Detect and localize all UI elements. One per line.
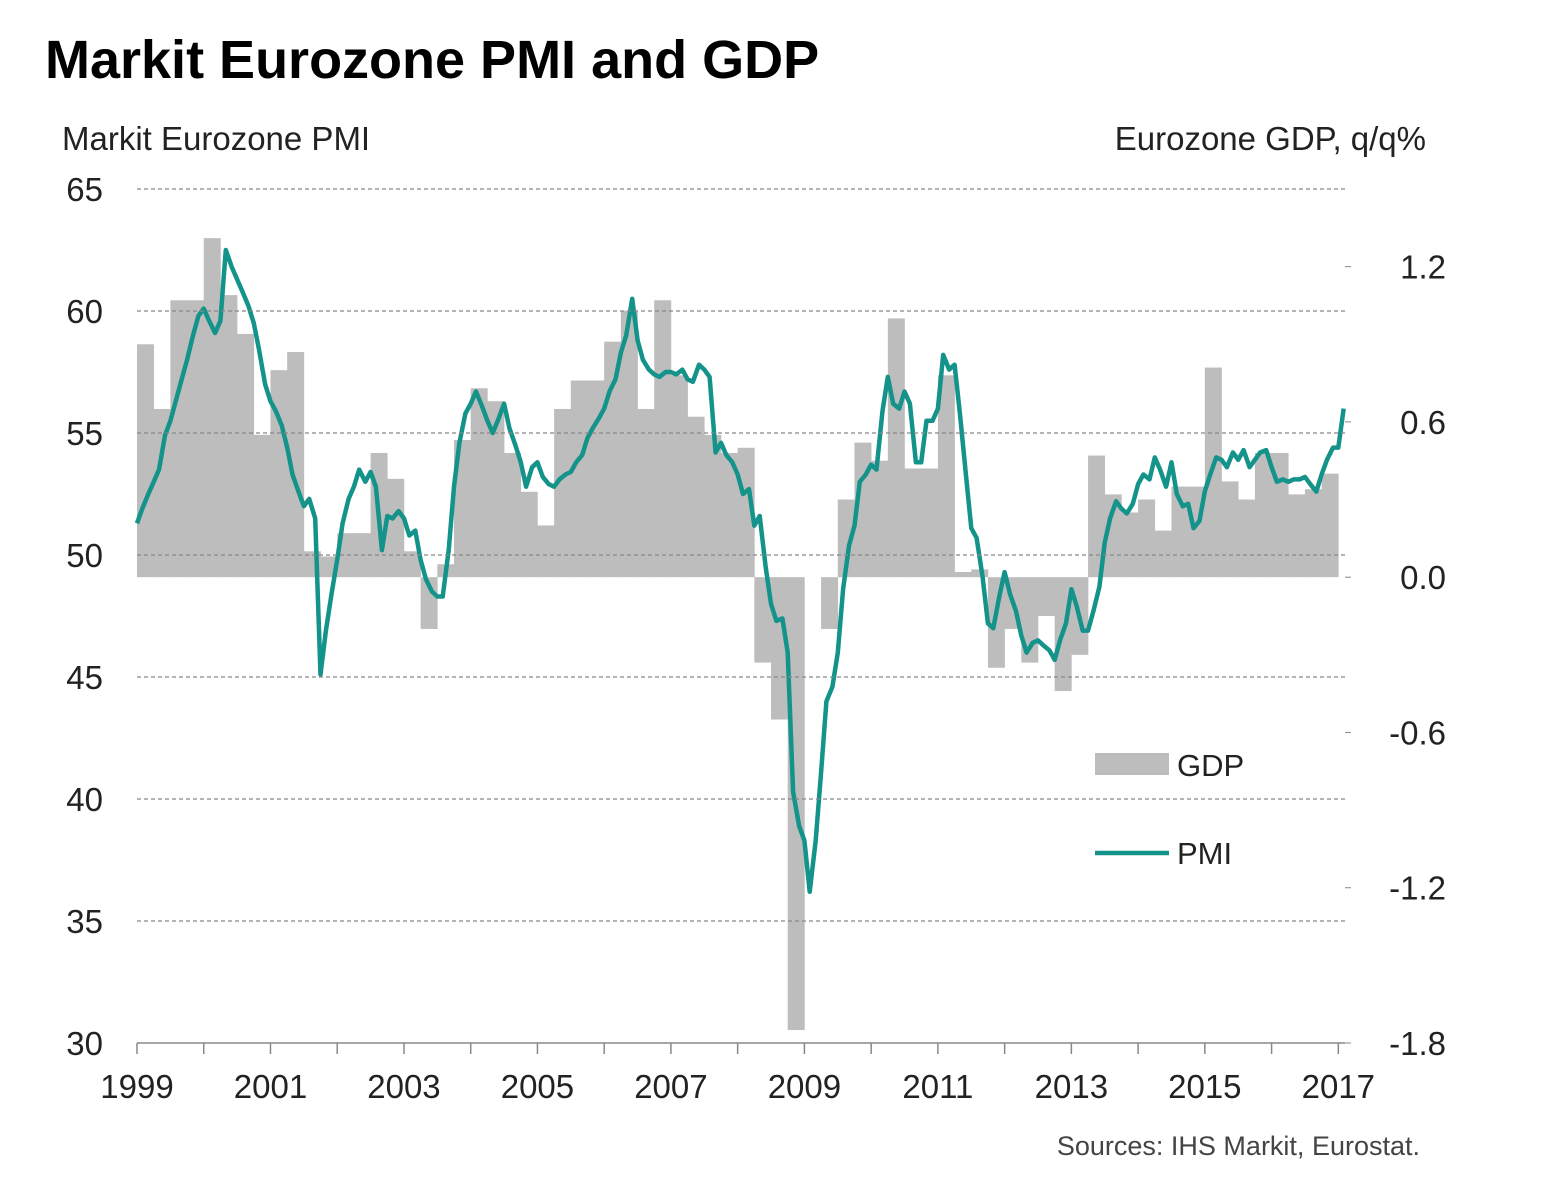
legend-swatch: [1095, 753, 1169, 775]
gdp-bar: [387, 478, 405, 578]
gdp-bar: [253, 434, 271, 578]
gdp-bar: [620, 310, 638, 578]
gdp-bar: [153, 408, 171, 578]
gdp-bar: [954, 572, 972, 578]
gdp-bar: [1088, 455, 1106, 578]
gdp-bar: [1037, 577, 1055, 616]
gdp-bar: [670, 375, 688, 578]
gdp-bar: [470, 388, 488, 578]
gdp-bar: [170, 300, 188, 578]
gdp-bar: [1138, 499, 1156, 578]
x-tick-label: 2015: [1168, 1068, 1241, 1105]
y2-tick-label: 1.2: [1400, 249, 1446, 286]
gdp-bar: [203, 238, 221, 578]
y2-tick-label: 0.6: [1400, 404, 1446, 441]
gdp-bar: [1254, 452, 1272, 578]
gdp-bar: [187, 300, 205, 578]
gdp-bar: [637, 408, 655, 578]
y-tick-label: 30: [66, 1025, 103, 1062]
gdp-bar: [137, 344, 154, 578]
y2-axis-label: Eurozone GDP, q/q%: [1115, 120, 1426, 157]
gdp-bar: [403, 551, 421, 578]
gdp-bar: [287, 352, 305, 578]
gdp-bar: [487, 401, 505, 578]
y-tick-label: 50: [66, 537, 103, 574]
y-tick-label: 60: [66, 293, 103, 330]
pmi-line: [134, 247, 1346, 894]
gdp-bar: [270, 370, 288, 578]
gdp-bar: [704, 434, 722, 578]
gdp-bar: [220, 295, 238, 578]
y2-tick-label: 0.0: [1400, 559, 1446, 596]
gdp-bar: [837, 499, 855, 578]
gdp-bar: [821, 577, 839, 629]
gdp-bar: [1221, 481, 1239, 578]
gdp-bar: [720, 452, 738, 578]
y-tick-label: 65: [66, 171, 103, 208]
gdp-bar: [1238, 499, 1256, 578]
gdp-bar: [1304, 489, 1322, 578]
legend-label: GDP: [1177, 748, 1244, 783]
gdp-bar: [754, 577, 772, 663]
gdp-bar: [1271, 452, 1289, 578]
gdp-bar: [1288, 494, 1306, 578]
x-tick-label: 2009: [768, 1068, 841, 1105]
x-tick-label: 2011: [902, 1068, 973, 1105]
gdp-bar: [1121, 512, 1139, 578]
y-tick-label: 35: [66, 903, 103, 940]
gdp-bar: [887, 318, 905, 578]
gdp-bar: [237, 333, 255, 578]
x-tick-label: 2001: [234, 1068, 307, 1105]
gdp-bar: [937, 375, 955, 578]
y2-tick-label: -1.2: [1389, 870, 1446, 907]
gdp-bar: [1321, 473, 1339, 578]
chart-title: Markit Eurozone PMI and GDP: [45, 30, 819, 90]
x-tick-label: 2005: [501, 1068, 574, 1105]
y2-tick-label: -0.6: [1389, 714, 1446, 751]
x-tick-label: 2017: [1302, 1068, 1375, 1105]
gdp-bar: [971, 569, 989, 578]
gdp-bar: [504, 452, 522, 578]
gdp-bar: [654, 300, 672, 578]
y-tick-label: 45: [66, 659, 103, 696]
legend-label: PMI: [1177, 836, 1232, 871]
gdp-bar: [520, 491, 538, 578]
gdp-bar: [921, 468, 939, 578]
gdp-bar: [737, 447, 755, 578]
gdp-bar: [1154, 530, 1172, 578]
y-axis-label: Markit Eurozone PMI: [62, 120, 370, 157]
gdp-bar: [904, 468, 922, 578]
y-tick-label: 55: [66, 415, 103, 452]
x-tick-label: 2003: [367, 1068, 440, 1105]
y2-tick-label: -1.8: [1389, 1025, 1446, 1062]
gdp-bar: [570, 380, 588, 578]
gdp-bar: [687, 416, 705, 578]
plot-layer: [134, 238, 1346, 1031]
source-note: Sources: IHS Markit, Eurostat.: [1057, 1131, 1420, 1161]
gdp-bar: [537, 525, 555, 578]
gdp-bar: [454, 440, 472, 578]
x-tick-label: 1999: [100, 1068, 173, 1105]
gdp-bar: [1204, 367, 1222, 578]
gdp-bar: [871, 460, 889, 578]
y-tick-label: 40: [66, 781, 103, 818]
x-tick-label: 2007: [634, 1068, 707, 1105]
x-tick-label: 2013: [1035, 1068, 1108, 1105]
gdp-bar: [604, 341, 622, 578]
gdp-bar: [554, 408, 572, 578]
